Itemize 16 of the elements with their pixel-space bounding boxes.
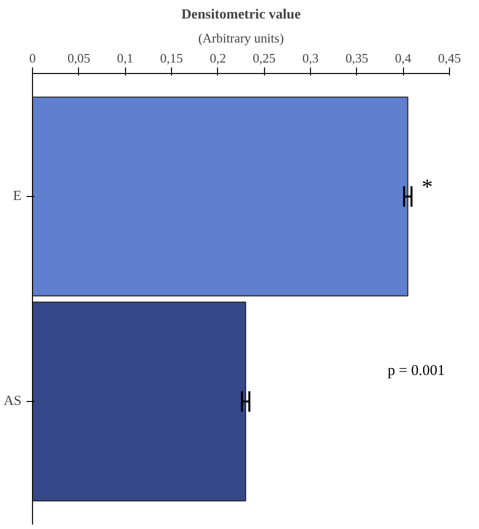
x-tick-label: 0,3 — [302, 50, 319, 66]
x-tick-label: 0 — [29, 50, 36, 66]
x-tick-label: 0,25 — [252, 50, 276, 66]
y-tick-label: E — [12, 189, 22, 204]
x-tick-label: 0,45 — [438, 50, 461, 66]
x-tick-label: 0,1 — [117, 50, 134, 66]
x-tick-label: 0,35 — [345, 50, 368, 66]
x-tick-label: 0,4 — [395, 50, 412, 66]
x-axis-title: (Arbitrary units) — [198, 30, 284, 46]
x-tick-label: 0,2 — [210, 50, 226, 66]
x-tick-label: 0,15 — [160, 50, 183, 66]
y-tick-label: AS — [4, 394, 22, 409]
x-tick-label: 0,05 — [67, 50, 90, 66]
annotation: * — [422, 174, 433, 199]
chart-title: Densitometric value — [181, 8, 301, 22]
annotation: p = 0.001 — [388, 362, 445, 379]
